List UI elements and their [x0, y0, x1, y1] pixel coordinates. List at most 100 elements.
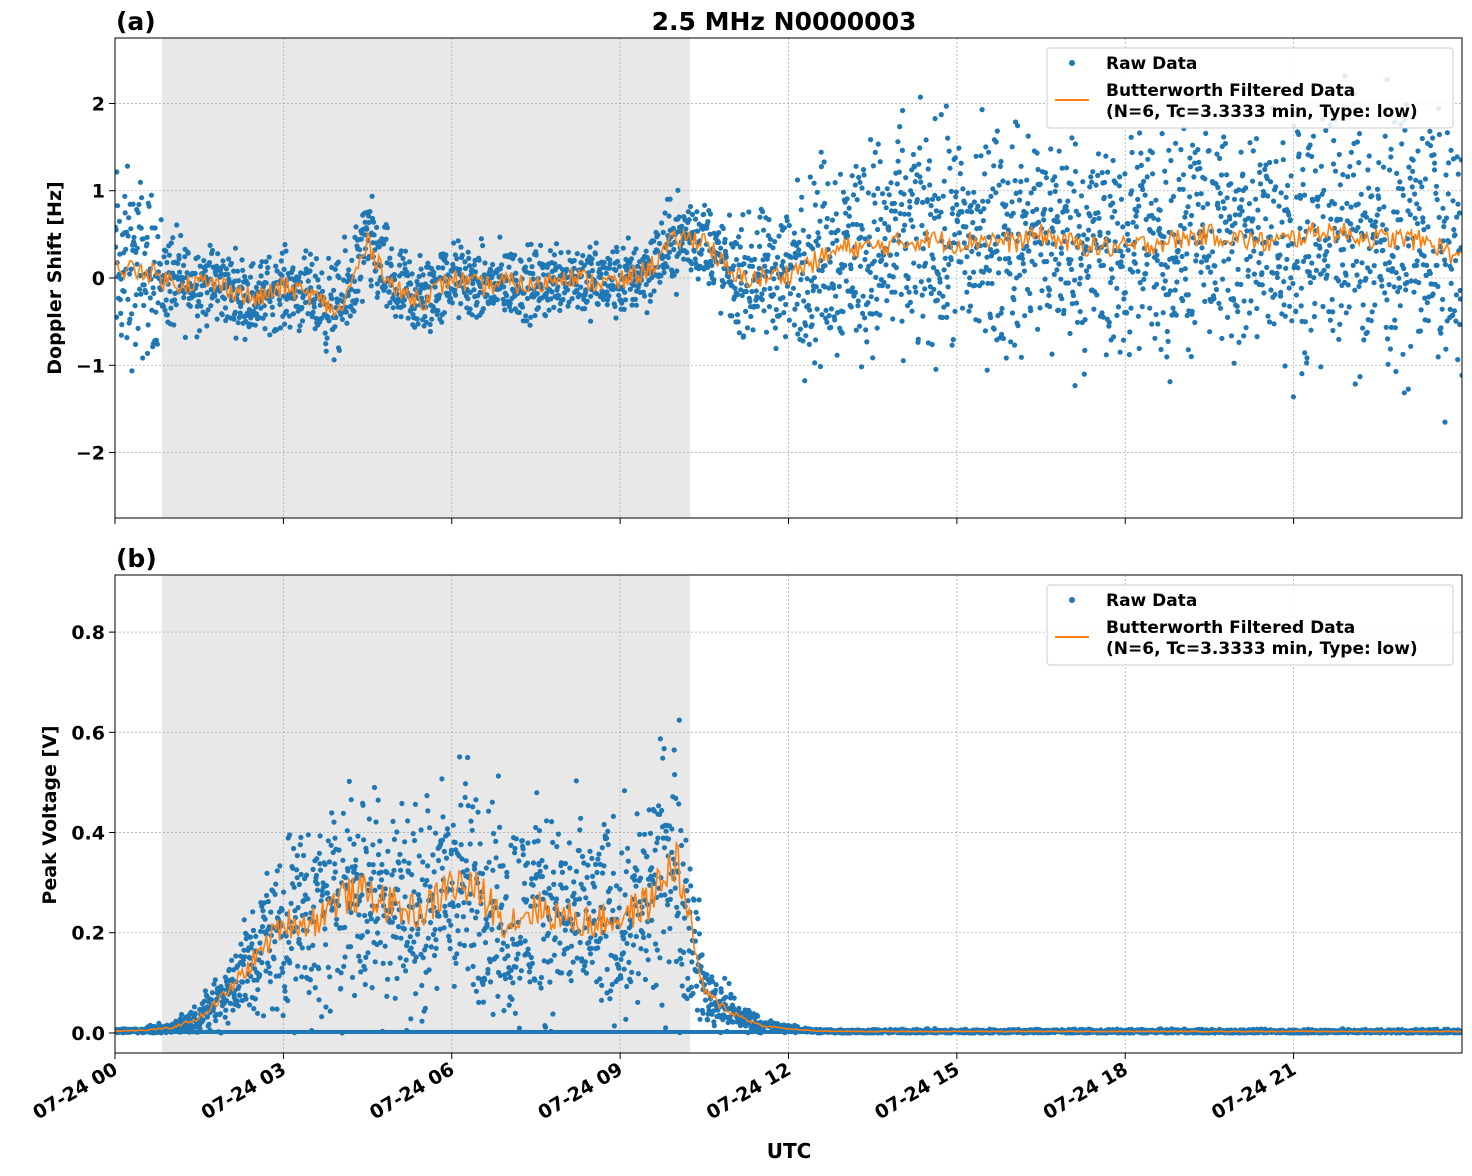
- raw-point: [819, 312, 824, 317]
- raw-point: [522, 881, 527, 886]
- raw-point: [1019, 355, 1024, 360]
- raw-point: [556, 293, 561, 298]
- raw-point: [155, 234, 160, 239]
- raw-point: [1098, 233, 1103, 238]
- raw-point: [366, 220, 371, 225]
- raw-point: [1340, 262, 1345, 267]
- raw-point: [267, 332, 272, 337]
- raw-point: [1285, 183, 1290, 188]
- raw-point: [538, 243, 543, 248]
- raw-point: [1199, 191, 1204, 196]
- raw-point: [594, 870, 599, 875]
- raw-point: [851, 192, 856, 197]
- raw-point: [962, 240, 967, 245]
- raw-point: [1221, 259, 1226, 264]
- raw-point: [544, 818, 549, 823]
- raw-point: [1248, 254, 1253, 259]
- raw-point: [864, 339, 869, 344]
- raw-point: [661, 230, 666, 235]
- raw-point: [409, 946, 414, 951]
- raw-point: [755, 304, 760, 309]
- raw-point: [842, 263, 847, 268]
- raw-point: [139, 195, 144, 200]
- raw-point: [266, 899, 271, 904]
- raw-point: [972, 199, 977, 204]
- raw-point: [490, 800, 495, 805]
- raw-point: [446, 291, 451, 296]
- raw-point: [615, 259, 620, 264]
- raw-point: [170, 235, 175, 240]
- raw-point: [1127, 352, 1132, 357]
- raw-point: [823, 308, 828, 313]
- raw-point: [856, 175, 861, 180]
- raw-point: [1134, 209, 1139, 214]
- raw-point: [863, 327, 868, 332]
- raw-point: [1167, 379, 1172, 384]
- raw-point: [1374, 249, 1379, 254]
- raw-point: [333, 267, 338, 272]
- raw-point: [1183, 277, 1188, 282]
- raw-point: [1443, 262, 1448, 267]
- raw-point: [1108, 280, 1113, 285]
- raw-point: [1252, 272, 1257, 277]
- raw-point: [289, 901, 294, 906]
- raw-point: [1318, 364, 1323, 369]
- raw-point: [172, 297, 177, 302]
- raw-point: [302, 965, 307, 970]
- raw-point: [440, 838, 445, 843]
- raw-point: [136, 210, 141, 215]
- raw-point: [1387, 167, 1392, 172]
- raw-point: [353, 857, 358, 862]
- raw-point: [519, 968, 524, 973]
- raw-point: [1240, 208, 1245, 213]
- raw-point: [524, 897, 529, 902]
- raw-point: [705, 219, 710, 224]
- raw-point: [331, 820, 336, 825]
- raw-point: [1000, 178, 1005, 183]
- raw-point: [1424, 263, 1429, 268]
- raw-point: [1079, 193, 1084, 198]
- raw-point: [270, 305, 275, 310]
- raw-point: [578, 285, 583, 290]
- raw-point: [1118, 350, 1123, 355]
- raw-point: [789, 255, 794, 260]
- raw-point: [767, 286, 772, 291]
- raw-point: [519, 259, 524, 264]
- raw-point: [924, 137, 929, 142]
- raw-point: [930, 342, 935, 347]
- raw-point: [1320, 304, 1325, 309]
- raw-point: [1279, 220, 1284, 225]
- raw-point: [1102, 180, 1107, 185]
- raw-point: [364, 227, 369, 232]
- raw-point: [882, 200, 887, 205]
- raw-point: [560, 297, 565, 302]
- raw-point: [1431, 152, 1436, 157]
- raw-point: [907, 199, 912, 204]
- raw-point: [485, 921, 490, 926]
- raw-point: [497, 235, 502, 240]
- raw-point: [371, 220, 376, 225]
- raw-point: [1325, 264, 1330, 269]
- raw-point: [399, 801, 404, 806]
- raw-point: [641, 935, 646, 940]
- raw-point: [1175, 259, 1180, 264]
- raw-point: [896, 159, 901, 164]
- raw-point: [1455, 357, 1460, 362]
- raw-point: [242, 954, 247, 959]
- raw-point: [626, 859, 631, 864]
- raw-point: [815, 243, 820, 248]
- raw-point: [933, 116, 938, 121]
- raw-point: [1183, 210, 1188, 215]
- raw-point: [623, 297, 628, 302]
- raw-point: [142, 251, 147, 256]
- raw-point: [1194, 253, 1199, 258]
- raw-point: [138, 180, 143, 185]
- raw-point: [1308, 142, 1313, 147]
- legend-label: Raw Data: [1106, 54, 1197, 74]
- raw-point: [425, 808, 430, 813]
- raw-point: [489, 927, 494, 932]
- raw-point: [723, 995, 728, 1000]
- raw-point: [1160, 131, 1165, 136]
- raw-point: [899, 319, 904, 324]
- raw-point: [807, 307, 812, 312]
